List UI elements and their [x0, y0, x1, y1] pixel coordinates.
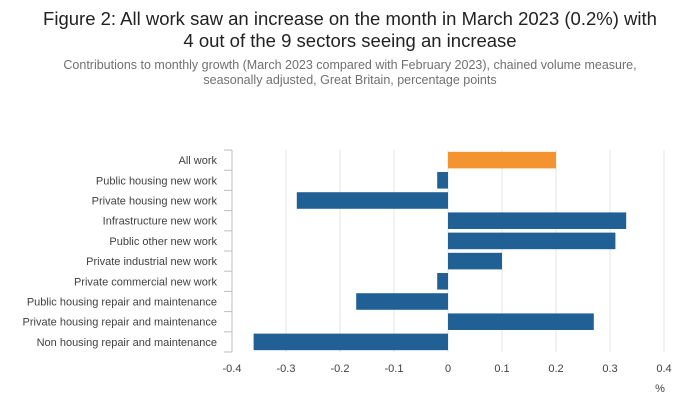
bar	[437, 273, 448, 290]
bar	[448, 232, 616, 250]
category-axis	[224, 149, 233, 353]
category-label: Private commercial new work	[74, 276, 218, 288]
chart-title: Figure 2: All work saw an increase on th…	[0, 8, 700, 52]
x-tick-label: -0.3	[277, 363, 296, 375]
bar	[356, 293, 448, 310]
category-label: Public other new work	[109, 236, 217, 248]
x-tick-label: -0.1	[385, 363, 404, 375]
category-label: Infrastructure new work	[103, 216, 218, 228]
x-tick-label: 0.1	[494, 363, 509, 375]
x-tick-label: -0.2	[331, 363, 350, 375]
bar	[448, 252, 502, 270]
x-tick-label: 0	[445, 363, 451, 375]
category-label: Public housing new work	[96, 175, 218, 187]
bar	[253, 333, 448, 351]
chart-title-line-2: 4 out of the 9 sectors seeing an increas…	[183, 30, 517, 51]
chart-subtitle-line-2: seasonally adjusted, Great Britain, perc…	[203, 73, 497, 87]
chart-subtitle-line-1: Contributions to monthly growth (March 2…	[63, 58, 637, 72]
bar	[448, 151, 556, 169]
bar	[448, 313, 594, 330]
chart-subtitle: Contributions to monthly growth (March 2…	[0, 58, 700, 88]
bar	[437, 172, 448, 189]
category-label: Private housing repair and maintenance	[23, 317, 217, 329]
category-label: Public housing repair and maintenance	[27, 297, 217, 309]
bar	[296, 192, 448, 209]
category-label: All work	[178, 155, 217, 167]
x-tick-label: 0.2	[548, 363, 563, 375]
x-tick-label: -0.4	[223, 363, 242, 375]
x-tick-label: 0.4	[656, 363, 671, 375]
chart-title-line-1: Figure 2: All work saw an increase on th…	[43, 8, 657, 29]
category-label: Non housing repair and maintenance	[37, 337, 217, 349]
category-label: Private industrial new work	[86, 256, 217, 268]
category-label: Private housing new work	[92, 196, 218, 208]
x-axis-label: %	[655, 383, 665, 395]
x-tick-label: 0.3	[602, 363, 617, 375]
bar	[448, 212, 627, 229]
labels: -0.4 -0.3 -0.2 -0.1 0 0.1 0.2 0.3 0.4 All work Pub…	[23, 155, 672, 395]
bars	[253, 151, 627, 351]
